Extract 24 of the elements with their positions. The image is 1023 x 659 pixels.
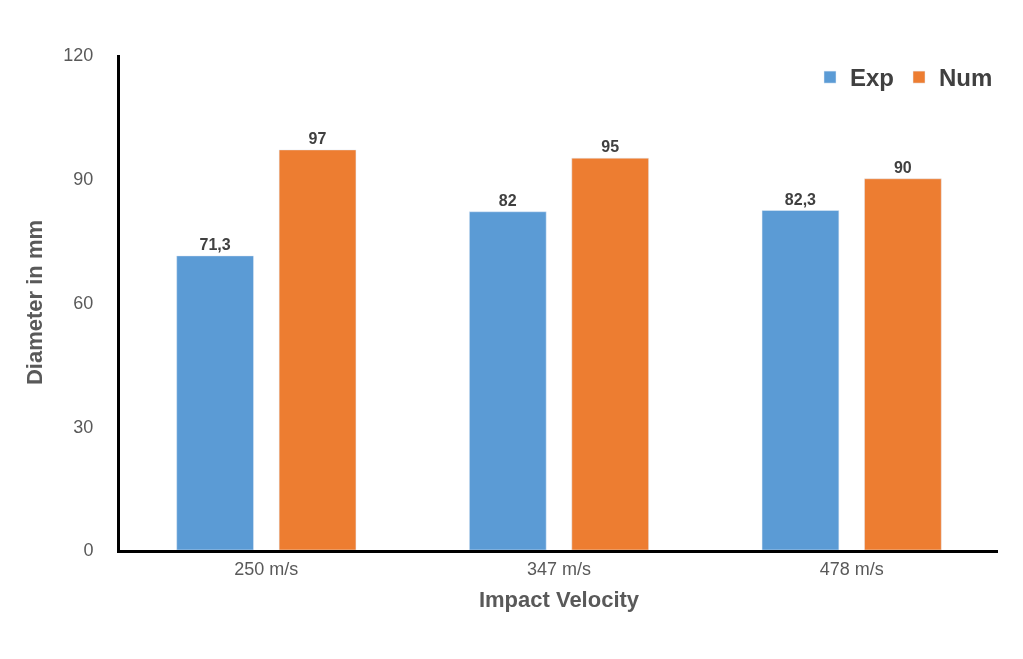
- data-label: 95: [601, 138, 620, 156]
- data-label: 71,3: [199, 235, 231, 253]
- bar: [864, 178, 942, 550]
- y-tick-label: 60: [73, 292, 94, 313]
- x-tick-label: 478 m/s: [819, 558, 884, 579]
- data-label: 97: [308, 129, 327, 147]
- bar: [176, 255, 254, 550]
- data-label: 82,3: [784, 190, 817, 208]
- y-tick-label: 120: [63, 45, 94, 66]
- y-axis-title: Diameter in mm: [22, 219, 48, 386]
- data-label: 90: [893, 158, 912, 176]
- bar: [761, 210, 840, 550]
- y-tick-label: 0: [83, 540, 94, 561]
- bar: [469, 211, 547, 550]
- y-tick-label: 30: [73, 416, 94, 437]
- bar: [278, 149, 357, 550]
- bar: [571, 157, 649, 550]
- legend-label: Num: [939, 64, 993, 92]
- legend-label: Exp: [850, 64, 895, 92]
- x-tick-label: 250 m/s: [234, 558, 299, 579]
- x-axis-title: Impact Velocity: [478, 587, 640, 613]
- x-tick-label: 347 m/s: [526, 558, 592, 579]
- data-label: 82: [498, 191, 517, 209]
- y-tick-label: 90: [73, 169, 94, 190]
